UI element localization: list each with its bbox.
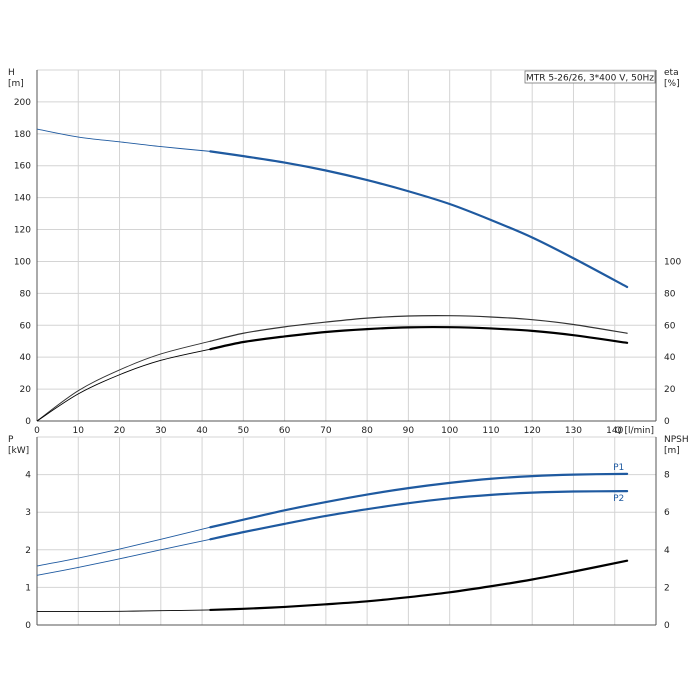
x-tick-label: 110	[482, 426, 499, 436]
x-tick-label: 80	[361, 426, 373, 436]
series-line-NPSH-thin	[36, 609, 211, 612]
chart-title: MTR 5-26/26, 3*400 V, 50Hz	[526, 74, 654, 84]
series-line-P2	[209, 490, 629, 541]
y-tick-label-right: 40	[664, 353, 676, 363]
y-tick-label-left: 2	[25, 546, 31, 556]
x-tick-label: 90	[403, 426, 415, 436]
y-tick-label-left: 4	[25, 471, 31, 481]
y-tick-label-right: 0	[664, 621, 670, 631]
y-axis-label-right: eta	[664, 68, 679, 78]
y-tick-label-left: 1	[25, 583, 31, 593]
y-tick-label-right: 6	[664, 508, 670, 518]
x-tick-label: 0	[34, 426, 40, 436]
y-tick-label-left: 3	[25, 508, 31, 518]
y-tick-label-left: 60	[20, 321, 32, 331]
y-tick-label-left: 40	[20, 353, 32, 363]
y-tick-label-right: 2	[664, 583, 670, 593]
y-tick-label-right: 80	[664, 289, 676, 299]
series-label-P1: P1	[613, 463, 624, 473]
y-axis-unit-right: [m]	[664, 446, 680, 456]
series-line-eta1-thin	[36, 340, 211, 422]
series-line-P1	[209, 472, 629, 529]
y-axis-unit-left: [m]	[8, 79, 24, 89]
y-tick-label-right: 4	[664, 546, 670, 556]
y-tick-label-left: 0	[25, 417, 31, 427]
series-line-head-thin	[36, 128, 211, 152]
x-tick-label: 100	[441, 426, 458, 436]
x-tick-label: 60	[279, 426, 291, 436]
y-tick-label-left: 140	[14, 194, 31, 204]
x-axis-label: Q [l/min]	[615, 426, 654, 436]
chart-title-box	[524, 70, 656, 84]
x-tick-label: 40	[196, 426, 208, 436]
x-tick-label: 120	[524, 426, 541, 436]
series-line-eta1	[209, 315, 628, 342]
x-tick-label: 20	[114, 426, 126, 436]
x-tick-label: 50	[238, 426, 250, 436]
series-label-P2: P2	[613, 494, 624, 504]
x-tick-label: 10	[73, 426, 85, 436]
y-tick-label-left: 160	[14, 162, 31, 172]
x-tick-label: 70	[320, 426, 332, 436]
x-tick-label: 30	[155, 426, 167, 436]
x-tick-label: 140	[606, 426, 623, 436]
y-tick-label-left: 80	[20, 289, 32, 299]
y-axis-label-right: NPSH	[664, 435, 689, 445]
series-line-eta2	[209, 325, 629, 351]
y-tick-label-left: 0	[25, 621, 31, 631]
y-axis-label-left: P	[8, 435, 14, 445]
y-tick-label-right: 8	[664, 471, 670, 481]
series-line-P1-thin	[36, 526, 211, 567]
y-axis-unit-right: [%]	[664, 79, 680, 89]
y-tick-label-right: 60	[664, 321, 676, 331]
y-tick-label-right: 100	[664, 257, 681, 267]
y-tick-label-right: 0	[664, 417, 670, 427]
y-axis-unit-left: [kW]	[8, 446, 29, 456]
x-tick-label: 130	[565, 426, 582, 436]
series-line-P2-thin	[36, 538, 211, 576]
series-line-eta2-thin	[36, 348, 211, 422]
y-tick-label-left: 100	[14, 257, 31, 267]
series-line-head	[209, 150, 629, 289]
y-tick-label-right: 20	[664, 385, 676, 395]
y-tick-label-left: 120	[14, 226, 31, 236]
y-tick-label-left: 20	[20, 385, 32, 395]
y-axis-label-left: H	[8, 68, 15, 78]
y-tick-label-left: 200	[14, 98, 31, 108]
y-tick-label-left: 180	[14, 130, 31, 140]
series-line-NPSH	[209, 559, 629, 612]
